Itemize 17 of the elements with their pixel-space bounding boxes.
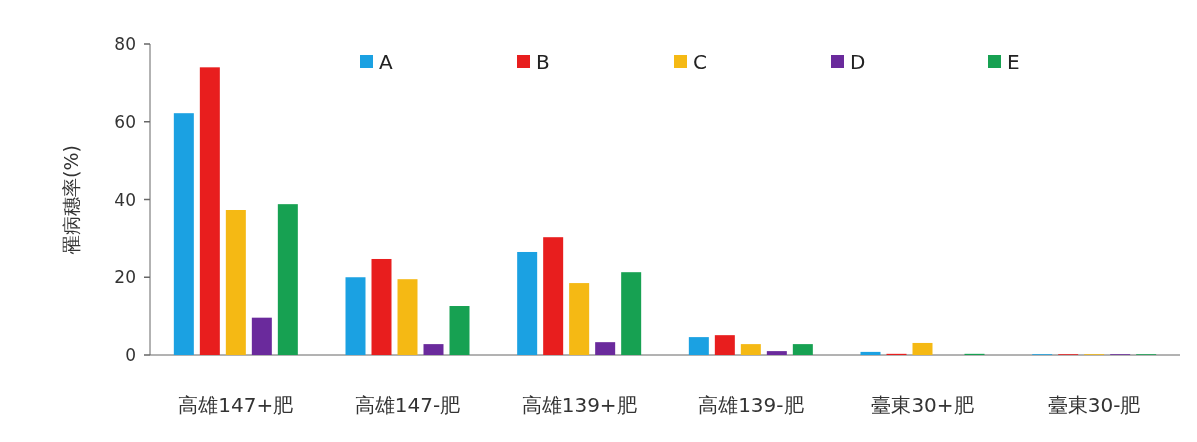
y-tick-label: 0	[125, 345, 136, 365]
x-tick-label: 臺東30+肥	[871, 393, 974, 417]
legend-label: E	[1007, 50, 1020, 74]
x-tick-label: 高雄139-肥	[698, 393, 804, 417]
legend-label: C	[693, 50, 707, 74]
x-tick-label: 臺東30-肥	[1047, 393, 1141, 417]
legend-label: D	[850, 50, 866, 74]
y-axis-title: 罹病穗率(%)	[60, 145, 82, 255]
y-tick-label: 40	[114, 189, 136, 210]
y-tick-label: 60	[114, 111, 136, 132]
legend-label: B	[536, 50, 550, 74]
x-tick-label: 高雄147-肥	[354, 393, 461, 417]
legend-label: A	[379, 50, 393, 74]
y-tick-label: 80	[114, 34, 136, 54]
y-tick-label: 20	[114, 267, 136, 288]
x-tick-label: 高雄139+肥	[521, 393, 637, 417]
x-tick-label: 高雄147+肥	[178, 393, 294, 417]
